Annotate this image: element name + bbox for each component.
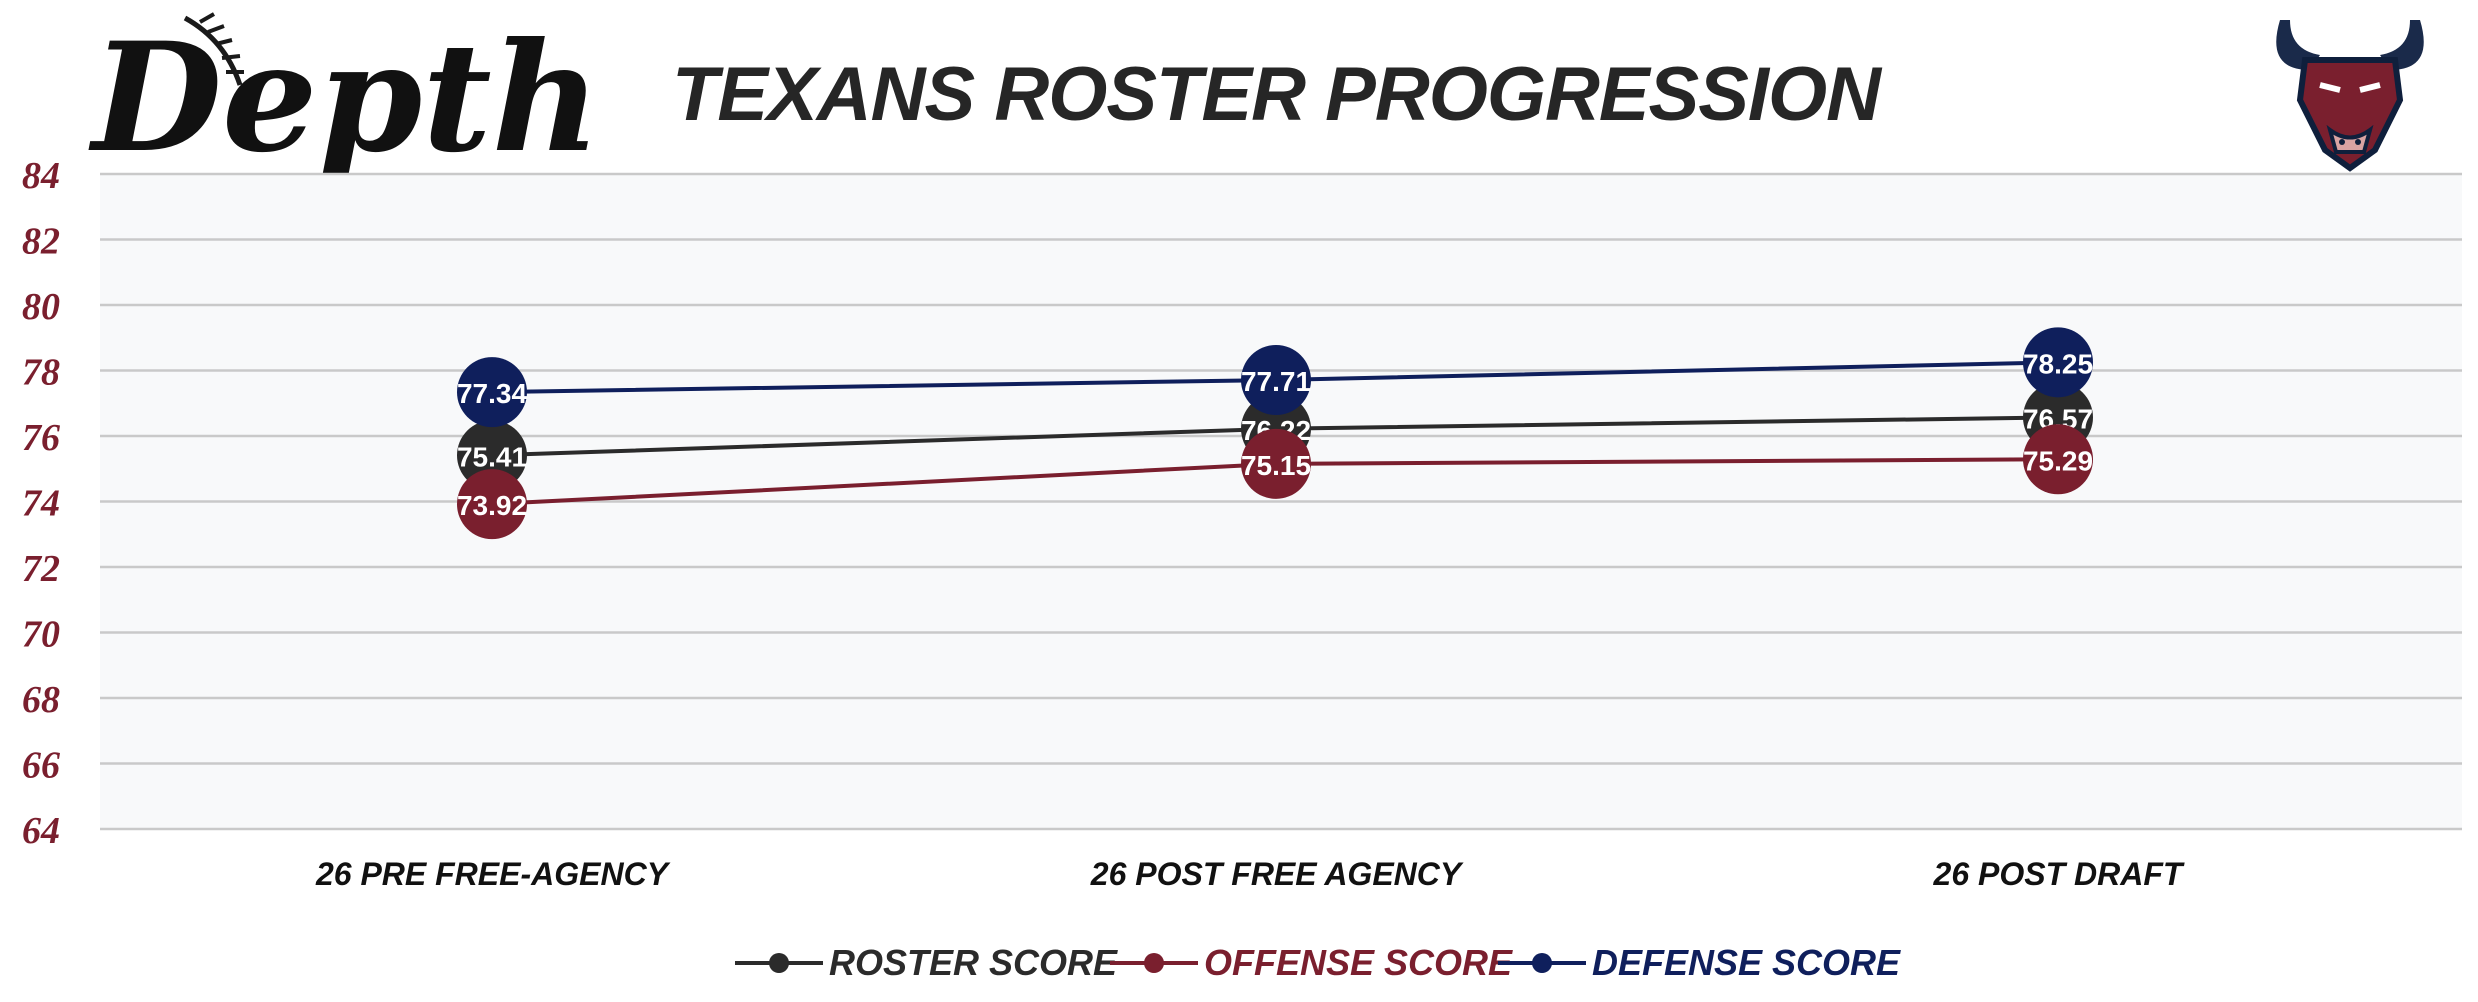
bull-head-icon xyxy=(2276,20,2424,172)
data-label-defense: 77.71 xyxy=(1241,366,1311,397)
legend-marker xyxy=(1532,953,1552,973)
point-defense xyxy=(2023,327,2093,398)
data-label-defense: 77.34 xyxy=(457,378,527,409)
legend-item-defense: DEFENSE SCORE xyxy=(1498,942,1901,983)
y-tick-label: 82 xyxy=(22,221,60,263)
series: 75.4176.2276.5773.9275.1575.2977.3477.71… xyxy=(457,327,2093,540)
data-label-offense: 75.29 xyxy=(2023,445,2093,476)
legend-marker xyxy=(1144,953,1164,973)
y-tick-label: 72 xyxy=(22,548,60,590)
point-offense xyxy=(2023,424,2093,495)
y-tick-label: 64 xyxy=(22,810,60,852)
y-tick-label: 80 xyxy=(22,286,60,328)
legend-label: OFFENSE SCORE xyxy=(1204,942,1513,983)
point-defense xyxy=(1241,344,1311,415)
x-tick-label: 26 PRE FREE-AGENCY xyxy=(315,856,671,892)
y-tick-label: 70 xyxy=(22,614,60,656)
legend-item-roster: ROSTER SCORE xyxy=(735,942,1118,983)
depth-logo: Depth xyxy=(88,10,601,186)
chart-title: TEXANS ROSTER PROGRESSION xyxy=(672,52,1883,137)
y-tick-label: 74 xyxy=(22,483,60,525)
x-axis-ticks: 26 PRE FREE-AGENCY 26 POST FREE AGENCY 26 … xyxy=(315,856,2185,892)
legend-item-offense: OFFENSE SCORE xyxy=(1110,942,1513,983)
series-markers: 75.4176.2276.5773.9275.1575.2977.3477.71… xyxy=(457,327,2093,540)
y-tick-label: 76 xyxy=(22,417,60,459)
data-label-offense: 75.15 xyxy=(1241,450,1311,481)
y-tick-label: 66 xyxy=(22,745,60,787)
legend-marker xyxy=(769,953,789,973)
point-roster xyxy=(457,420,527,491)
y-axis-ticks: 84 82 80 78 76 74 72 70 68 66 64 xyxy=(22,155,60,852)
x-tick-label: 26 POST DRAFT xyxy=(1933,856,2185,892)
point-offense xyxy=(457,469,527,540)
legend-label: ROSTER SCORE xyxy=(829,942,1118,983)
y-tick-label: 68 xyxy=(22,679,60,721)
legend: ROSTER SCORE OFFENSE SCORE DEFENSE SCORE xyxy=(735,942,1901,983)
x-tick-label: 26 POST FREE AGENCY xyxy=(1090,856,1464,892)
data-label-defense: 78.25 xyxy=(2023,348,2093,379)
y-tick-label: 78 xyxy=(22,352,60,394)
data-label-roster: 75.41 xyxy=(457,441,527,472)
point-defense xyxy=(457,357,527,428)
baseball-stitch-icon xyxy=(183,12,244,86)
y-tick-label: 84 xyxy=(22,155,60,197)
legend-label: DEFENSE SCORE xyxy=(1592,942,1901,983)
logo-text: Depth xyxy=(88,10,601,186)
data-label-offense: 73.92 xyxy=(457,490,527,521)
point-offense xyxy=(1241,428,1311,499)
